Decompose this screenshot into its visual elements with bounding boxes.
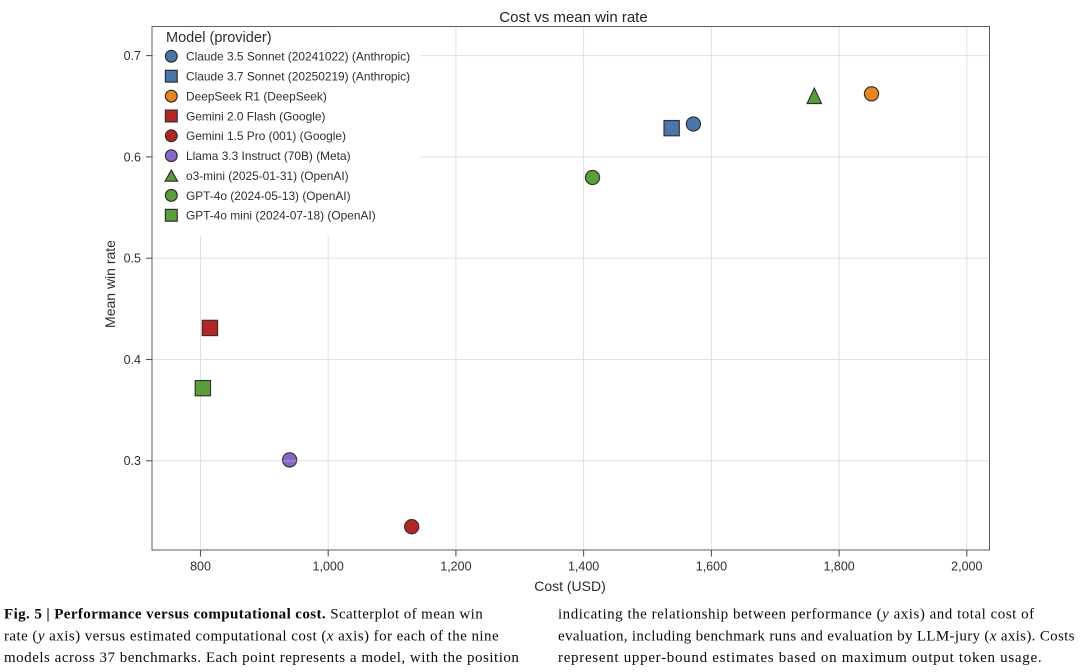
svg-text:represent upper-bound estimate: represent upper-bound estimates based on… [558,650,1042,666]
svg-text:evaluation, including benchmar: evaluation, including benchmark runs and… [558,628,1075,644]
svg-text:rate (y axis) versus estimated: rate (y axis) versus estimated computati… [4,628,499,644]
svg-text:Mean win rate: Mean win rate [102,240,118,328]
svg-text:Cost vs mean win rate: Cost vs mean win rate [499,9,647,26]
svg-text:models across 37 benchmarks. E: models across 37 benchmarks. Each point … [4,650,519,666]
svg-text:Fig. 5 | Performance versus co: Fig. 5 | Performance versus computationa… [4,607,483,623]
svg-text:0.3: 0.3 [124,454,141,468]
svg-text:0.6: 0.6 [124,150,141,164]
svg-text:2,000: 2,000 [951,560,982,574]
svg-text:Model (provider): Model (provider) [166,30,272,46]
svg-text:800: 800 [190,560,211,574]
svg-text:GPT-4o mini (2024-07-18) (Open: GPT-4o mini (2024-07-18) (OpenAI) [186,209,376,223]
svg-text:1,600: 1,600 [696,560,727,574]
svg-text:Gemini 2.0 Flash (Google): Gemini 2.0 Flash (Google) [186,109,325,123]
svg-text:DeepSeek R1 (DeepSeek): DeepSeek R1 (DeepSeek) [186,89,327,103]
svg-text:0.7: 0.7 [124,49,141,63]
svg-text:Claude 3.5 Sonnet (20241022) (: Claude 3.5 Sonnet (20241022) (Anthropic) [186,50,410,64]
svg-text:Llama 3.3 Instruct (70B) (Meta: Llama 3.3 Instruct (70B) (Meta) [186,149,351,163]
svg-text:Claude 3.7 Sonnet (20250219) (: Claude 3.7 Sonnet (20250219) (Anthropic) [186,70,410,84]
svg-text:Gemini 1.5 Pro (001) (Google): Gemini 1.5 Pro (001) (Google) [186,129,346,143]
svg-text:1,400: 1,400 [568,560,599,574]
svg-text:o3-mini (2025-01-31) (OpenAI): o3-mini (2025-01-31) (OpenAI) [186,169,349,183]
svg-text:indicating the relationship be: indicating the relationship between perf… [558,607,1035,623]
svg-text:1,800: 1,800 [823,560,854,574]
svg-text:Cost (USD): Cost (USD) [534,578,606,594]
svg-text:1,000: 1,000 [313,560,344,574]
svg-text:0.5: 0.5 [124,252,141,266]
svg-text:1,200: 1,200 [440,560,471,574]
svg-text:GPT-4o (2024-05-13) (OpenAI): GPT-4o (2024-05-13) (OpenAI) [186,189,351,203]
svg-text:0.4: 0.4 [124,353,141,367]
